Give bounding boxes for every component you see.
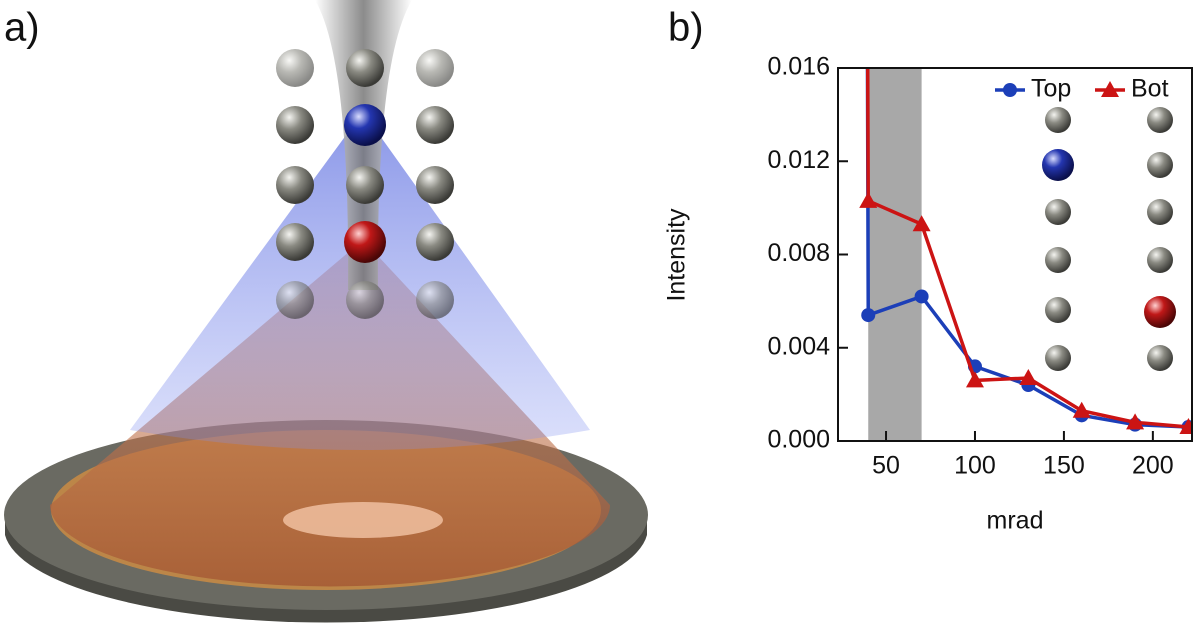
plot-frame (837, 67, 1193, 442)
marker (1179, 418, 1192, 435)
marker (965, 371, 984, 388)
marker (1126, 413, 1145, 430)
series-line (865, 68, 1189, 429)
series-line (865, 68, 1189, 429)
legend-label: Top (1031, 75, 1071, 103)
chart: b) mrad Intensity 0.000 0.004 0.008 0.012 0.… (663, 6, 1193, 535)
shaded-region (868, 68, 922, 441)
y-tick-label: 0.016 (767, 53, 830, 81)
marker (861, 308, 876, 323)
x-tick-label: 200 (1132, 452, 1174, 480)
y-tick-label: 0.000 (767, 426, 830, 454)
marker (914, 289, 929, 304)
x-tick-label: 100 (954, 452, 996, 480)
panel-label: b) (668, 6, 704, 50)
plot-area (859, 68, 1192, 435)
atoms (276, 49, 454, 319)
schematic: a) (4, 0, 648, 623)
legend-label: Bot (1131, 75, 1169, 103)
y-axis-label: Intensity (663, 208, 691, 302)
x-axis-label: mrad (987, 507, 1044, 535)
marker (1072, 401, 1091, 418)
marker (1101, 81, 1119, 97)
marker (1019, 369, 1038, 386)
y-tick-label: 0.008 (767, 239, 830, 267)
x-tick-label: 150 (1043, 452, 1085, 480)
marker (1003, 83, 1017, 97)
marker (859, 191, 878, 208)
x-tick-label: 50 (872, 452, 900, 480)
marker (912, 215, 931, 232)
y-tick-label: 0.004 (767, 332, 830, 360)
panel-label: a) (4, 6, 40, 50)
y-tick-label: 0.012 (767, 146, 830, 174)
inset-atoms (1042, 107, 1176, 371)
